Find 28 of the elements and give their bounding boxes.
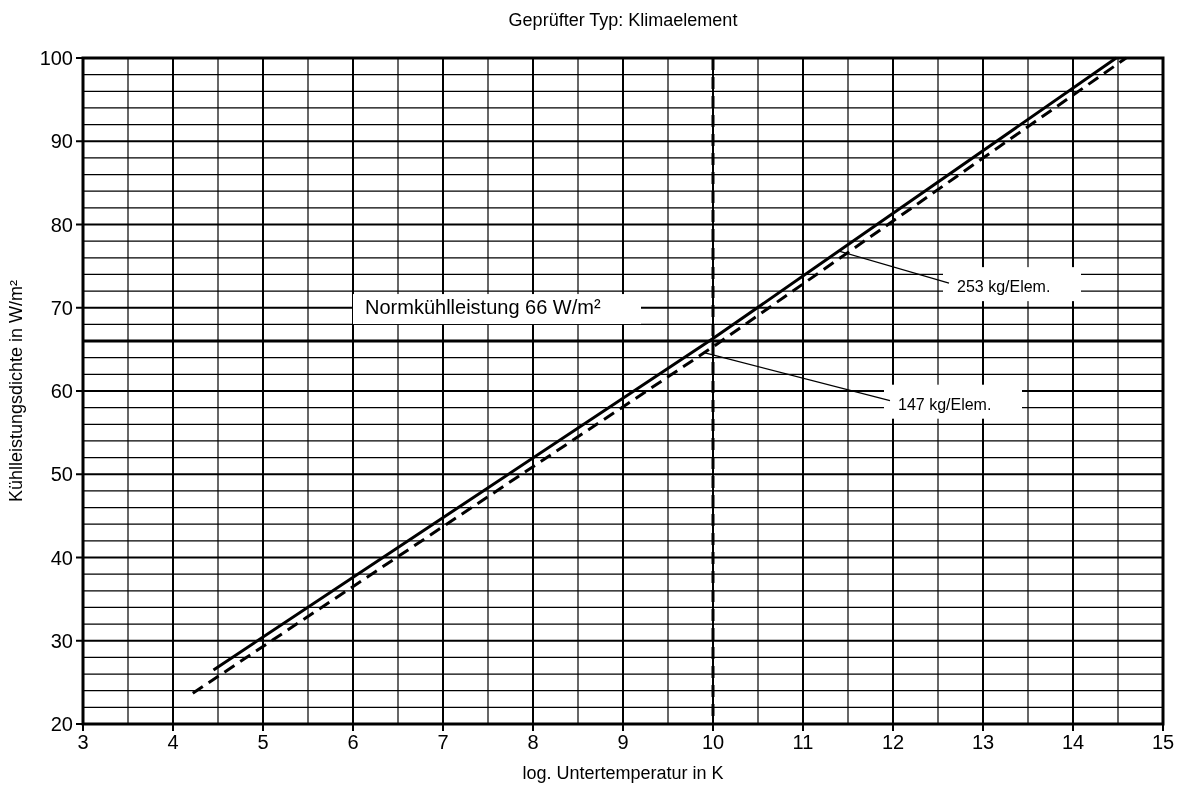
y-tick-label: 60 bbox=[50, 380, 73, 402]
y-tick-label: 20 bbox=[50, 713, 73, 735]
x-tick-label: 12 bbox=[881, 731, 905, 753]
x-tick-label: 11 bbox=[792, 731, 814, 753]
x-tick-label: 4 bbox=[167, 731, 179, 753]
x-tick-label: 13 bbox=[971, 731, 995, 753]
x-tick-label: 6 bbox=[347, 731, 359, 753]
x-tick-label: 5 bbox=[257, 731, 269, 753]
y-tick-label: 80 bbox=[50, 213, 73, 236]
y-tick-label: 100 bbox=[39, 47, 73, 69]
x-axis-title: log. Untertemperatur in K bbox=[522, 763, 724, 783]
x-tick-label: 8 bbox=[527, 731, 539, 753]
y-tick-label: 30 bbox=[50, 629, 73, 652]
annotation: 147 kg/Elem. bbox=[898, 395, 992, 413]
ref-line-label: Normkühlleistung 66 W/m² bbox=[365, 296, 601, 319]
y-tick-label: 90 bbox=[50, 130, 73, 153]
annotation: 253 kg/Elem. bbox=[957, 278, 1051, 296]
chart-title: Geprüfter Typ: Klimaelement bbox=[508, 10, 738, 30]
x-tick-label: 15 bbox=[1151, 731, 1175, 753]
x-tick-label: 3 bbox=[77, 731, 89, 753]
x-tick-label: 10 bbox=[701, 731, 725, 753]
y-tick-label: 50 bbox=[50, 463, 73, 486]
x-tick-label: 9 bbox=[617, 731, 629, 753]
x-tick-label: 7 bbox=[437, 731, 449, 753]
y-axis-title: Kühlleistungsdichte in W/m² bbox=[6, 279, 26, 503]
y-tick-label: 70 bbox=[50, 296, 73, 319]
y-tick-label: 40 bbox=[50, 546, 73, 569]
x-tick-label: 14 bbox=[1061, 731, 1085, 753]
